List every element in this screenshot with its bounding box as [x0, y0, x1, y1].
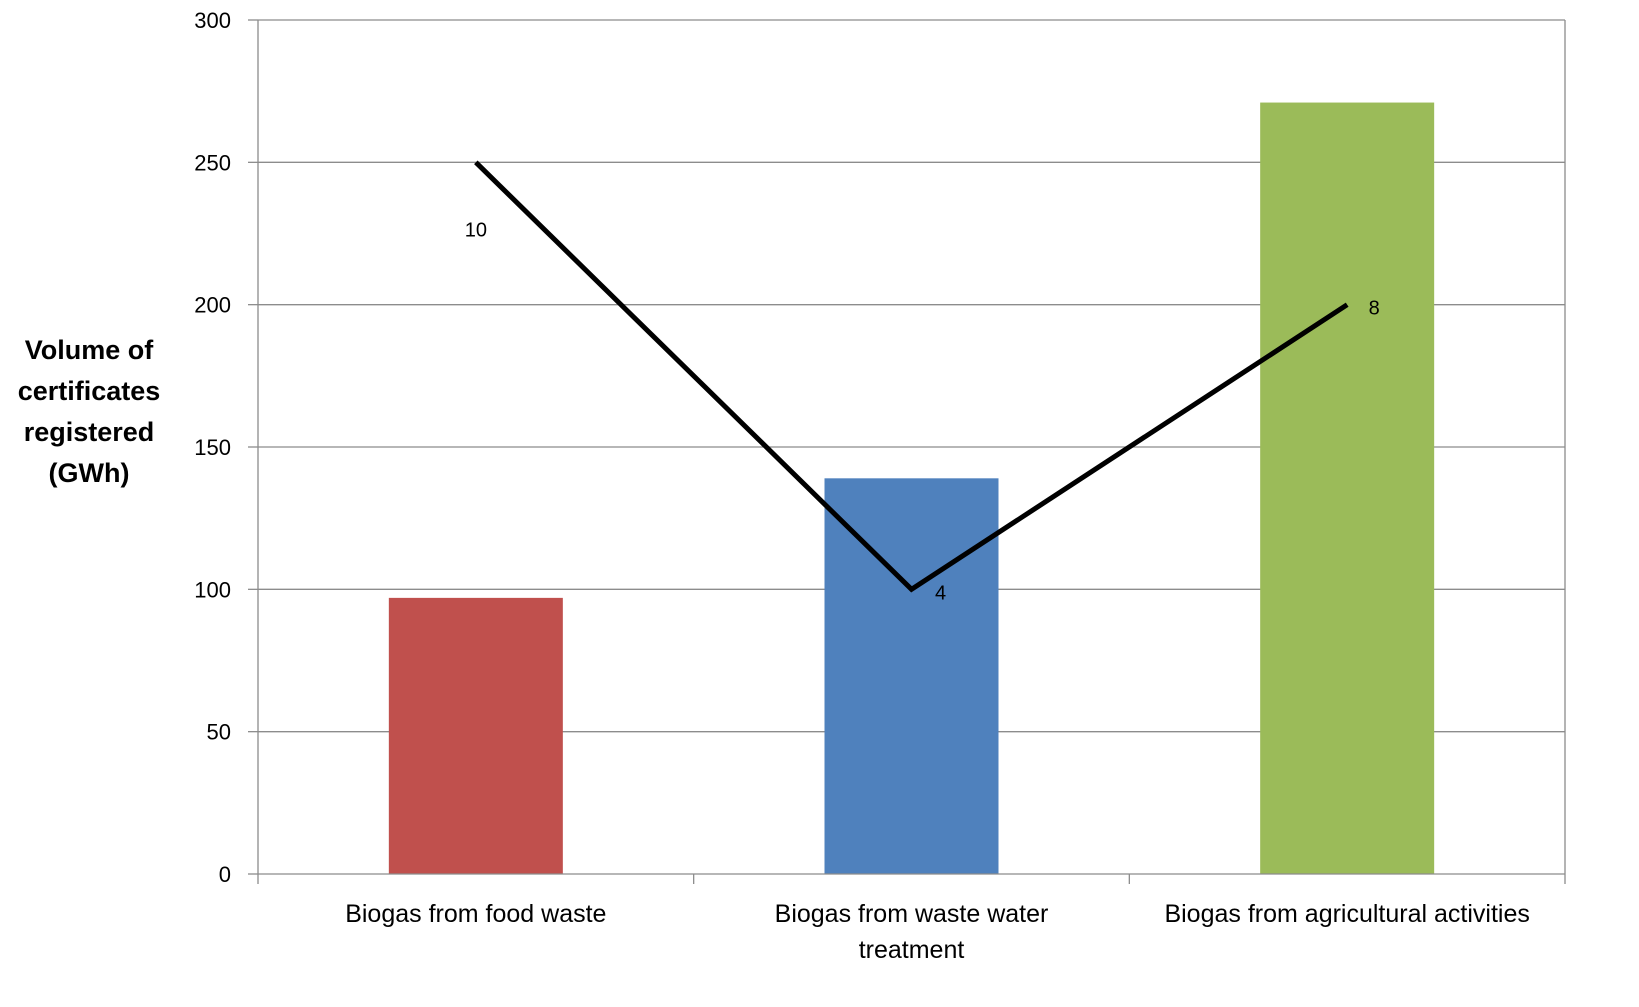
y-tick-label: 300 — [194, 8, 231, 33]
line-data-label: 10 — [465, 219, 487, 241]
y-tick-label: 250 — [194, 150, 231, 175]
y-tick-label: 0 — [219, 862, 231, 887]
line-data-label: 8 — [1369, 298, 1380, 320]
bar — [1260, 102, 1435, 874]
y-tick-label: 100 — [194, 577, 231, 602]
y-tick-label: 50 — [207, 720, 231, 745]
x-category-label: treatment — [859, 936, 965, 964]
x-category-label: Biogas from agricultural activities — [1164, 900, 1529, 928]
line-data-label: 4 — [935, 582, 946, 604]
x-category-label: Biogas from food waste — [345, 900, 606, 928]
line-series — [474, 160, 1349, 593]
bar — [388, 597, 563, 874]
y-axis-title-line: registered — [23, 417, 155, 447]
y-tick-label: 200 — [194, 293, 231, 318]
bar — [824, 478, 999, 874]
y-axis-title-line: Volume of — [24, 335, 154, 365]
y-axis-title-line: certificates — [17, 376, 161, 406]
y-axis-title-line: (GWh) — [48, 458, 130, 488]
x-category-label: Biogas from waste water — [775, 900, 1049, 928]
y-axis-title: Volume of certificates registered (GWh) — [0, 330, 178, 494]
y-tick-label: 150 — [194, 435, 231, 460]
